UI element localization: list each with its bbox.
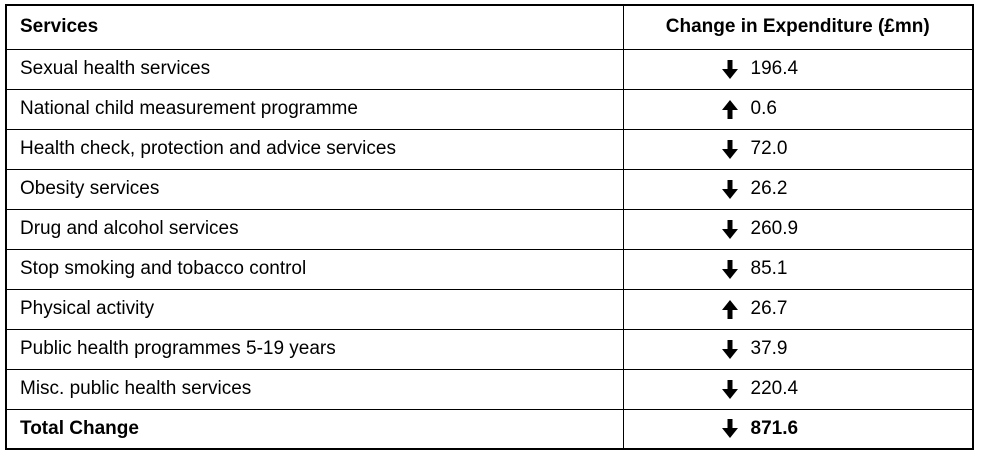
change-value: 196.4 — [750, 58, 799, 79]
service-name: Sexual health services — [5, 48, 624, 90]
change-value-content: 196.4 — [721, 58, 973, 80]
up-arrow-icon — [721, 299, 738, 319]
change-value: 260.9 — [750, 218, 799, 239]
table-row: Health check, protection and advice serv… — [5, 128, 974, 170]
service-name: Obesity services — [5, 168, 624, 210]
change-value-cell: 0.6 — [622, 88, 974, 130]
down-arrow-icon — [721, 179, 738, 199]
change-value-content: 0.6 — [721, 98, 973, 120]
service-name: National child measurement programme — [5, 88, 624, 130]
service-name: Public health programmes 5-19 years — [5, 328, 624, 370]
change-value-content: 85.1 — [721, 258, 973, 280]
change-value-cell: 85.1 — [622, 248, 974, 290]
service-name: Misc. public health services — [5, 368, 624, 410]
change-value-content: 72.0 — [721, 138, 973, 160]
table-total-row: Total Change 871.6 — [5, 408, 974, 450]
total-label: Total Change — [5, 408, 624, 450]
down-arrow-icon — [721, 59, 738, 79]
down-arrow-icon — [721, 259, 738, 279]
change-value-content: 26.2 — [721, 178, 973, 200]
change-column-header: Change in Expenditure (£mn) — [622, 4, 974, 50]
total-value-cell: 871.6 — [622, 408, 974, 450]
change-value-cell: 260.9 — [622, 208, 974, 250]
change-value: 26.7 — [750, 298, 788, 319]
down-arrow-icon — [721, 339, 738, 359]
down-arrow-icon — [721, 379, 738, 399]
change-value-content: 220.4 — [721, 378, 973, 400]
change-value-cell: 196.4 — [622, 48, 974, 90]
total-value: 871.6 — [750, 417, 799, 439]
table-row: Sexual health services 196.4 — [5, 48, 974, 90]
up-arrow-icon — [721, 99, 738, 119]
change-value-content: 26.7 — [721, 298, 973, 320]
table-row: Public health programmes 5-19 years 37.9 — [5, 328, 974, 370]
change-value: 85.1 — [750, 258, 788, 279]
service-name: Physical activity — [5, 288, 624, 330]
change-value: 72.0 — [750, 138, 788, 159]
change-value-content: 871.6 — [721, 417, 973, 440]
down-arrow-icon — [721, 139, 738, 159]
service-name: Health check, protection and advice serv… — [5, 128, 624, 170]
service-name: Stop smoking and tobacco control — [5, 248, 624, 290]
change-value: 37.9 — [750, 338, 788, 359]
change-value-cell: 220.4 — [622, 368, 974, 410]
table-row: Physical activity 26.7 — [5, 288, 974, 330]
change-value: 0.6 — [750, 98, 777, 119]
service-name: Drug and alcohol services — [5, 208, 624, 250]
table-row: Misc. public health services 220.4 — [5, 368, 974, 410]
down-arrow-icon — [721, 419, 738, 439]
table-row: Obesity services 26.2 — [5, 168, 974, 210]
change-value-content: 37.9 — [721, 338, 973, 360]
change-value-content: 260.9 — [721, 218, 973, 240]
change-value-cell: 26.2 — [622, 168, 974, 210]
down-arrow-icon — [721, 219, 738, 239]
table-row: National child measurement programme 0.6 — [5, 88, 974, 130]
services-column-header: Services — [5, 4, 624, 50]
expenditure-change-table: Services Change in Expenditure (£mn) Sex… — [5, 4, 974, 450]
change-value-cell: 26.7 — [622, 288, 974, 330]
table-row: Stop smoking and tobacco control 85.1 — [5, 248, 974, 290]
change-value: 26.2 — [750, 178, 788, 199]
table-header-row: Services Change in Expenditure (£mn) — [5, 4, 974, 50]
change-value: 220.4 — [750, 378, 799, 399]
change-value-cell: 72.0 — [622, 128, 974, 170]
table-row: Drug and alcohol services 260.9 — [5, 208, 974, 250]
change-value-cell: 37.9 — [622, 328, 974, 370]
